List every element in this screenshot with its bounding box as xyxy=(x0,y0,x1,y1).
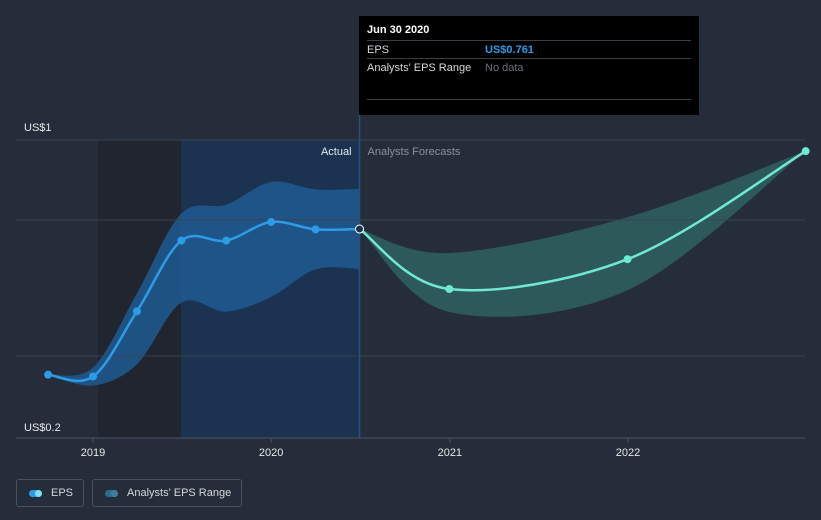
tooltip-eps-label: EPS xyxy=(367,43,390,56)
range-bands xyxy=(48,140,806,438)
tooltip-range-value: No data xyxy=(485,61,524,74)
tooltip-title: Jun 30 2020 xyxy=(367,24,430,36)
eps-forecast-point xyxy=(801,147,810,156)
grid xyxy=(16,114,805,443)
legend-eps-button[interactable]: EPS xyxy=(16,479,85,507)
x-tick-label: 2020 xyxy=(259,447,283,459)
eps-actual-point xyxy=(132,307,141,316)
eps-actual-point xyxy=(89,372,97,381)
x-tick-label: 2022 xyxy=(616,447,640,459)
eps-actual-point xyxy=(267,217,276,226)
tooltip-range-row: Analysts' EPS Range No data xyxy=(367,58,691,76)
eps-forecast-point xyxy=(445,285,454,293)
tooltip-range-label: Analysts' EPS Range xyxy=(367,61,472,74)
tooltip-divider xyxy=(367,99,691,100)
legend-range-button[interactable]: Analysts' EPS Range xyxy=(92,479,243,507)
eps-actual-point xyxy=(311,225,320,234)
eps-actual-point xyxy=(44,370,53,379)
y-label-max: US$1 xyxy=(24,122,52,134)
eps-lines xyxy=(44,147,810,382)
legend: EPS Analysts' EPS Range xyxy=(16,479,243,507)
eps-forecast-line xyxy=(358,150,807,292)
eps-actual-point xyxy=(177,236,186,245)
eps-actual-point xyxy=(222,236,231,245)
axis-labels: US$1 US$0.2 2019 2020 2021 2022 Actual Analysts… xyxy=(24,122,640,459)
legend-eps-label: EPS xyxy=(51,487,74,499)
eps-actual-line xyxy=(47,220,360,382)
tooltip-eps-row: EPS US$0.761 xyxy=(367,40,691,58)
legend-range-label: Analysts' EPS Range xyxy=(127,487,232,499)
range-swatch-icon xyxy=(105,489,119,497)
actual-region-label: Actual xyxy=(321,146,352,158)
x-tick-label: 2019 xyxy=(81,447,105,459)
eps-forecast-point xyxy=(623,255,632,264)
tooltip-eps-value: US$0.761 xyxy=(485,43,534,56)
forecast-region-label: Analysts Forecasts xyxy=(368,146,461,158)
eps-swatch-icon xyxy=(29,489,42,497)
y-label-min: US$0.2 xyxy=(24,422,61,434)
eps-actual-point xyxy=(355,224,365,234)
eps-range-band-actual xyxy=(48,181,360,386)
tooltip: Jun 30 2020 EPS US$0.761 Analysts' EPS R… xyxy=(359,16,699,115)
eps-range-band-forecast xyxy=(359,151,806,317)
x-tick-label: 2021 xyxy=(438,447,462,459)
